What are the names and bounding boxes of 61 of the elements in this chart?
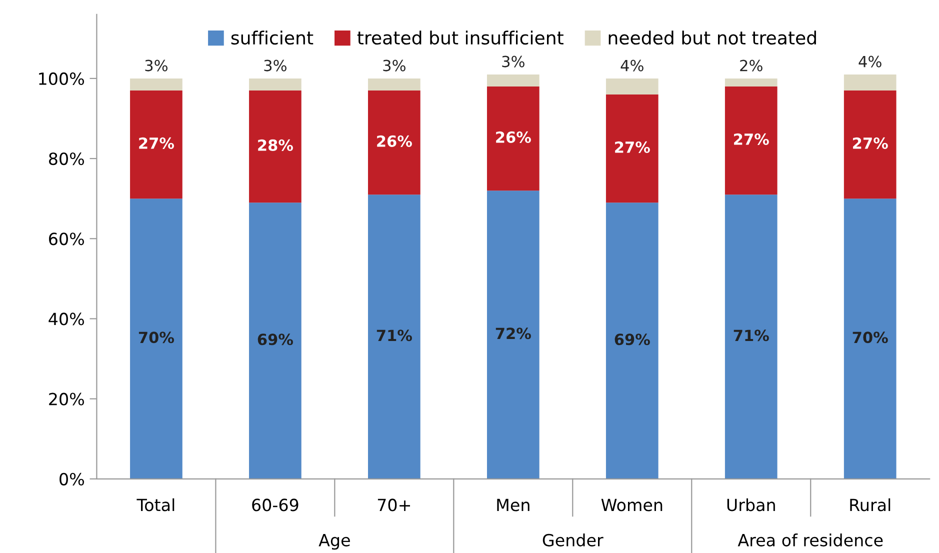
bar xyxy=(724,78,778,86)
text: Area of residence xyxy=(738,534,883,546)
data-label: 3% xyxy=(502,56,524,68)
text: Gender xyxy=(542,534,604,546)
bar xyxy=(249,90,302,203)
data-label: 3% xyxy=(264,60,286,72)
data-label: 27% xyxy=(734,133,769,145)
data-label: 4% xyxy=(620,60,644,72)
data-label: 69% xyxy=(614,334,650,346)
data-label: 26% xyxy=(496,131,531,143)
data-label: 69% xyxy=(258,334,293,346)
bar xyxy=(606,202,658,479)
data-label: 27% xyxy=(853,137,888,149)
bar xyxy=(844,74,896,90)
bar xyxy=(130,90,182,199)
data-label: 28% xyxy=(258,139,293,151)
data-label: 27% xyxy=(139,137,174,149)
bar xyxy=(249,202,302,479)
bar xyxy=(368,78,420,90)
bar xyxy=(368,194,420,479)
data-label: 4% xyxy=(858,56,882,68)
bar xyxy=(368,90,420,195)
y-tick-label: 60% xyxy=(49,232,84,246)
bar xyxy=(130,198,182,479)
x-tick-label: Men xyxy=(497,498,530,512)
legend-label: needed but not treated xyxy=(608,30,816,45)
data-label: 71% xyxy=(376,330,412,342)
bar xyxy=(724,194,778,479)
y-tick-label: 100% xyxy=(39,72,84,86)
y-tick-label: 80% xyxy=(48,152,84,166)
x-tick-label: 60-69 xyxy=(252,498,298,512)
bar xyxy=(130,78,182,90)
x-tick-label: Urban xyxy=(727,498,775,512)
x-tick-label: 70+ xyxy=(378,498,410,512)
data-label: 27% xyxy=(615,141,650,153)
y-tick-label: 20% xyxy=(49,392,84,406)
legend-label: treated but insufficient xyxy=(357,30,564,45)
bar xyxy=(249,78,302,90)
legend-label: sufficient xyxy=(231,30,314,45)
bar xyxy=(486,74,540,86)
data-label: 72% xyxy=(496,328,531,340)
data-label: 2% xyxy=(740,60,762,72)
bar xyxy=(486,190,540,479)
bar xyxy=(606,94,658,203)
y-tick-label: 0% xyxy=(60,472,84,486)
x-tick-label: Women xyxy=(601,498,662,512)
x-tick-label: Total xyxy=(136,498,174,512)
data-label: 3% xyxy=(145,60,168,72)
bar xyxy=(724,86,778,195)
data-label: 71% xyxy=(734,330,769,342)
data-label: 70% xyxy=(852,332,888,344)
bar xyxy=(844,198,896,479)
bar xyxy=(844,90,896,199)
bar xyxy=(606,78,658,94)
data-label: 70% xyxy=(138,332,174,344)
y-tick-label: 40% xyxy=(48,312,84,326)
data-label: 3% xyxy=(383,60,406,72)
data-label: 26% xyxy=(377,135,412,147)
x-tick-label: Rural xyxy=(850,498,890,512)
bar xyxy=(486,86,540,191)
text: Age xyxy=(318,534,350,550)
